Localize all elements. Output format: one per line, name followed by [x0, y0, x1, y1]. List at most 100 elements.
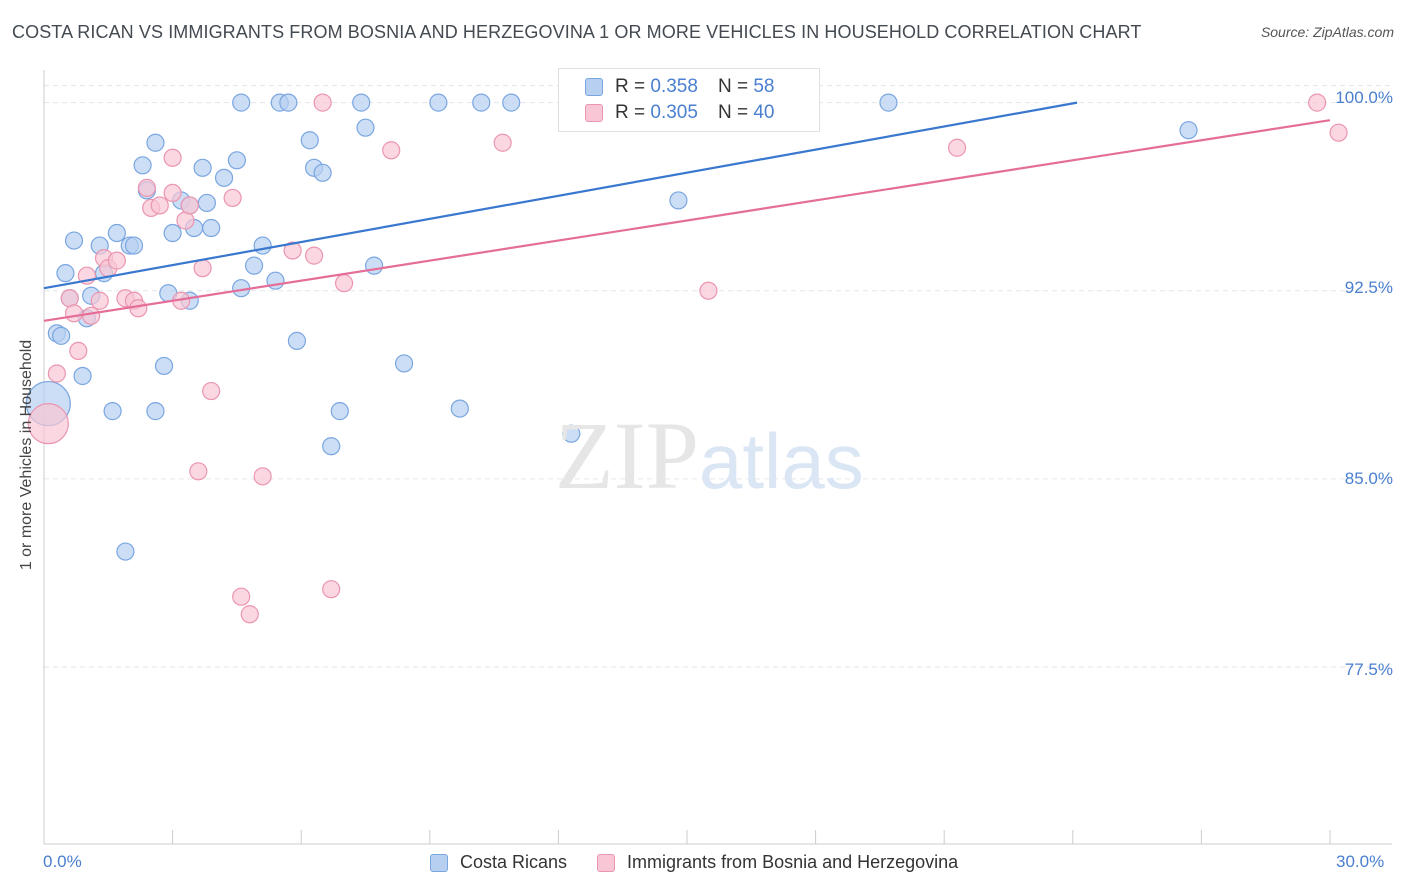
- costa-rican-point: [146, 133, 165, 152]
- costa-rican-point: [227, 151, 246, 170]
- legend-r-label: R =: [615, 102, 646, 123]
- legend-swatch-blue: [585, 78, 603, 96]
- bosnia-point: [382, 141, 401, 160]
- bosnia-point: [334, 274, 354, 293]
- x-tick-label: 30.0%: [1336, 852, 1385, 871]
- costa-rican-point: [279, 93, 298, 112]
- costa-rican-point: [356, 118, 375, 137]
- costa-rican-point: [562, 424, 581, 443]
- bosnia-point: [253, 467, 272, 486]
- costa-rican-point: [232, 93, 251, 112]
- bosnia-point: [27, 403, 69, 445]
- costa-rican-point: [330, 402, 349, 421]
- costa-rican-point: [107, 223, 126, 243]
- costa-rican-point: [472, 93, 491, 112]
- costa-rican-point: [1179, 121, 1198, 140]
- legend-r-label: R =: [615, 76, 646, 97]
- bosnia-point: [107, 251, 126, 270]
- costa-rican-point: [163, 223, 182, 243]
- costa-rican-point: [450, 399, 469, 418]
- legend-n-label: N =: [717, 102, 749, 123]
- costa-rican-point: [202, 218, 221, 238]
- watermark-zip: ZIP: [555, 402, 699, 509]
- series-swatch-pink: [597, 853, 616, 872]
- legend-row-bosnia: R = 0.305 N = 40: [585, 102, 774, 124]
- costa-rican-point: [669, 191, 688, 210]
- legend-n-value: 40: [753, 102, 775, 123]
- costa-rican-point: [154, 356, 174, 376]
- x-tick-label: 0.0%: [43, 852, 82, 871]
- bosnia-point: [129, 299, 148, 318]
- legend-swatch-pink: [585, 104, 603, 122]
- bosnia-point: [283, 241, 302, 260]
- watermark: ZIPatlas: [555, 400, 864, 511]
- costa-rican-point: [879, 93, 898, 112]
- bosnia-point: [304, 246, 324, 265]
- legend-n-label: N =: [717, 76, 749, 97]
- costa-rican-point: [244, 256, 264, 275]
- y-axis-title: 1 or more Vehicles in Household: [18, 339, 35, 571]
- costa-rican-point: [364, 256, 384, 275]
- costa-rican-point: [124, 236, 144, 255]
- costa-rican-point: [352, 93, 371, 112]
- series-name-bosnia: Immigrants from Bosnia and Herzegovina: [627, 852, 959, 872]
- bosnia-point: [176, 211, 195, 230]
- costa-rican-point: [253, 236, 272, 255]
- bosnia-point: [60, 289, 79, 308]
- costa-rican-point: [214, 168, 234, 187]
- y-tick-label: 85.0%: [1344, 469, 1393, 488]
- costa-rican-point: [197, 193, 216, 213]
- bosnia-point: [193, 259, 212, 278]
- costa-rican-point: [146, 402, 165, 421]
- source-label: Source: ZipAtlas.com: [1260, 24, 1394, 40]
- costa-rican-point: [133, 156, 152, 175]
- watermark-atlas: atlas: [699, 417, 864, 505]
- bosnia-point: [1308, 93, 1327, 112]
- bosnia-point: [202, 381, 221, 401]
- costa-rican-point: [394, 354, 414, 373]
- bosnia-point: [163, 183, 182, 202]
- costa-rican-point: [322, 437, 341, 456]
- bosnia-point: [493, 133, 512, 152]
- legend-r-value: 0.305: [650, 102, 698, 123]
- legend-r-value: 0.358: [650, 76, 698, 97]
- costa-rican-point: [193, 158, 212, 177]
- y-tick-label: 92.5%: [1344, 278, 1393, 297]
- series-name-costa-ricans: Costa Ricans: [460, 852, 568, 872]
- costa-rican-point: [300, 131, 319, 150]
- series-swatch-blue: [430, 853, 448, 872]
- bosnia-point: [69, 341, 88, 361]
- bosnia-point: [150, 196, 169, 215]
- legend-n-value: 58: [753, 76, 775, 97]
- bosnia-point: [64, 304, 84, 323]
- bosnia-point: [163, 148, 182, 167]
- bosnia-point: [189, 462, 208, 481]
- costa-rican-point: [56, 264, 75, 283]
- costa-rican-point: [429, 93, 448, 112]
- bosnia-point: [947, 138, 967, 157]
- y-tick-label: 100.0%: [1335, 88, 1393, 107]
- bosnia-point: [240, 605, 259, 624]
- costa-rican-point: [64, 231, 84, 250]
- bosnia-point: [82, 306, 101, 325]
- legend-row-costa-ricans: R = 0.358 N = 58: [585, 76, 774, 98]
- bosnia-point: [223, 188, 242, 208]
- costa-rican-point: [116, 542, 135, 561]
- costa-rican-point: [52, 326, 71, 345]
- stats-legend: R = 0.358 N = 58 R = 0.305 N = 40: [558, 68, 820, 132]
- bosnia-point: [137, 178, 156, 197]
- costa-rican-point: [287, 331, 307, 350]
- costa-rican-point: [502, 93, 521, 112]
- costa-rican-point: [313, 163, 332, 182]
- bosnia-point: [313, 93, 332, 112]
- bosnia-point: [322, 580, 341, 599]
- costa-rican-trendline: [43, 101, 1078, 290]
- chart-title: COSTA RICAN VS IMMIGRANTS FROM BOSNIA AN…: [12, 22, 1142, 42]
- bosnia-point: [47, 364, 66, 383]
- bosnia-point: [232, 587, 251, 606]
- bosnia-point: [180, 196, 199, 215]
- y-tick-label: 77.5%: [1344, 660, 1393, 679]
- series-legend: Costa Ricans Immigrants from Bosnia and …: [430, 852, 958, 873]
- bosnia-point: [699, 281, 718, 300]
